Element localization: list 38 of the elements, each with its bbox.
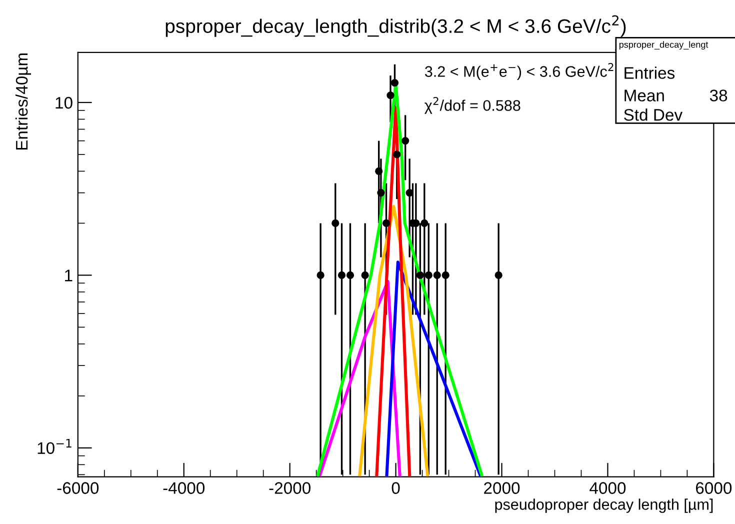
x-tick-label: 4000	[590, 482, 626, 494]
annotation: 3.2 < M(e$^{+}$e$^{−}$) < 3.6 GeV/c$^{2}$	[424, 63, 614, 80]
point	[346, 271, 354, 280]
point	[361, 271, 369, 280]
x-tick-label: 2000	[484, 482, 520, 494]
point	[424, 271, 432, 280]
point	[332, 219, 340, 228]
x-tick-label: -4000	[163, 482, 205, 494]
point	[442, 271, 450, 280]
point	[402, 136, 410, 145]
point	[377, 188, 385, 197]
point	[382, 219, 390, 228]
point	[393, 150, 401, 158]
point	[386, 92, 394, 100]
point	[338, 271, 346, 280]
x-tick-label: 0	[392, 482, 400, 494]
y-axis-title: Entries/40µm	[15, 53, 31, 150]
annotation: 38	[710, 90, 728, 102]
y-tick-label: 10	[56, 96, 72, 109]
annotation: Mean	[624, 90, 664, 102]
x-tick-label: -2000	[269, 482, 310, 494]
x-tick-label: 6000	[696, 482, 732, 494]
text: psproper_decay_lengt	[619, 41, 708, 50]
point	[390, 78, 399, 87]
point	[316, 271, 324, 280]
x-tick-label: -6000	[57, 482, 99, 494]
point	[375, 167, 383, 176]
point	[416, 271, 424, 280]
chart-title: psproper_decay_length_distrib(3.2 < M < 3.6 GeV/c$^{2}$)	[166, 15, 626, 37]
point	[420, 219, 428, 228]
annotation: χ$^{2}$/dof = 0.588	[424, 96, 520, 114]
point	[494, 271, 502, 280]
annotation: Entries	[624, 66, 675, 79]
point	[433, 271, 441, 280]
y-tick-label: 1	[65, 270, 72, 282]
annotation: Std Dev	[624, 108, 683, 121]
y-tick-label: 10$^{−1}$	[38, 438, 72, 454]
x-axis-title: pseudoproper decay length [µm]	[495, 498, 713, 513]
